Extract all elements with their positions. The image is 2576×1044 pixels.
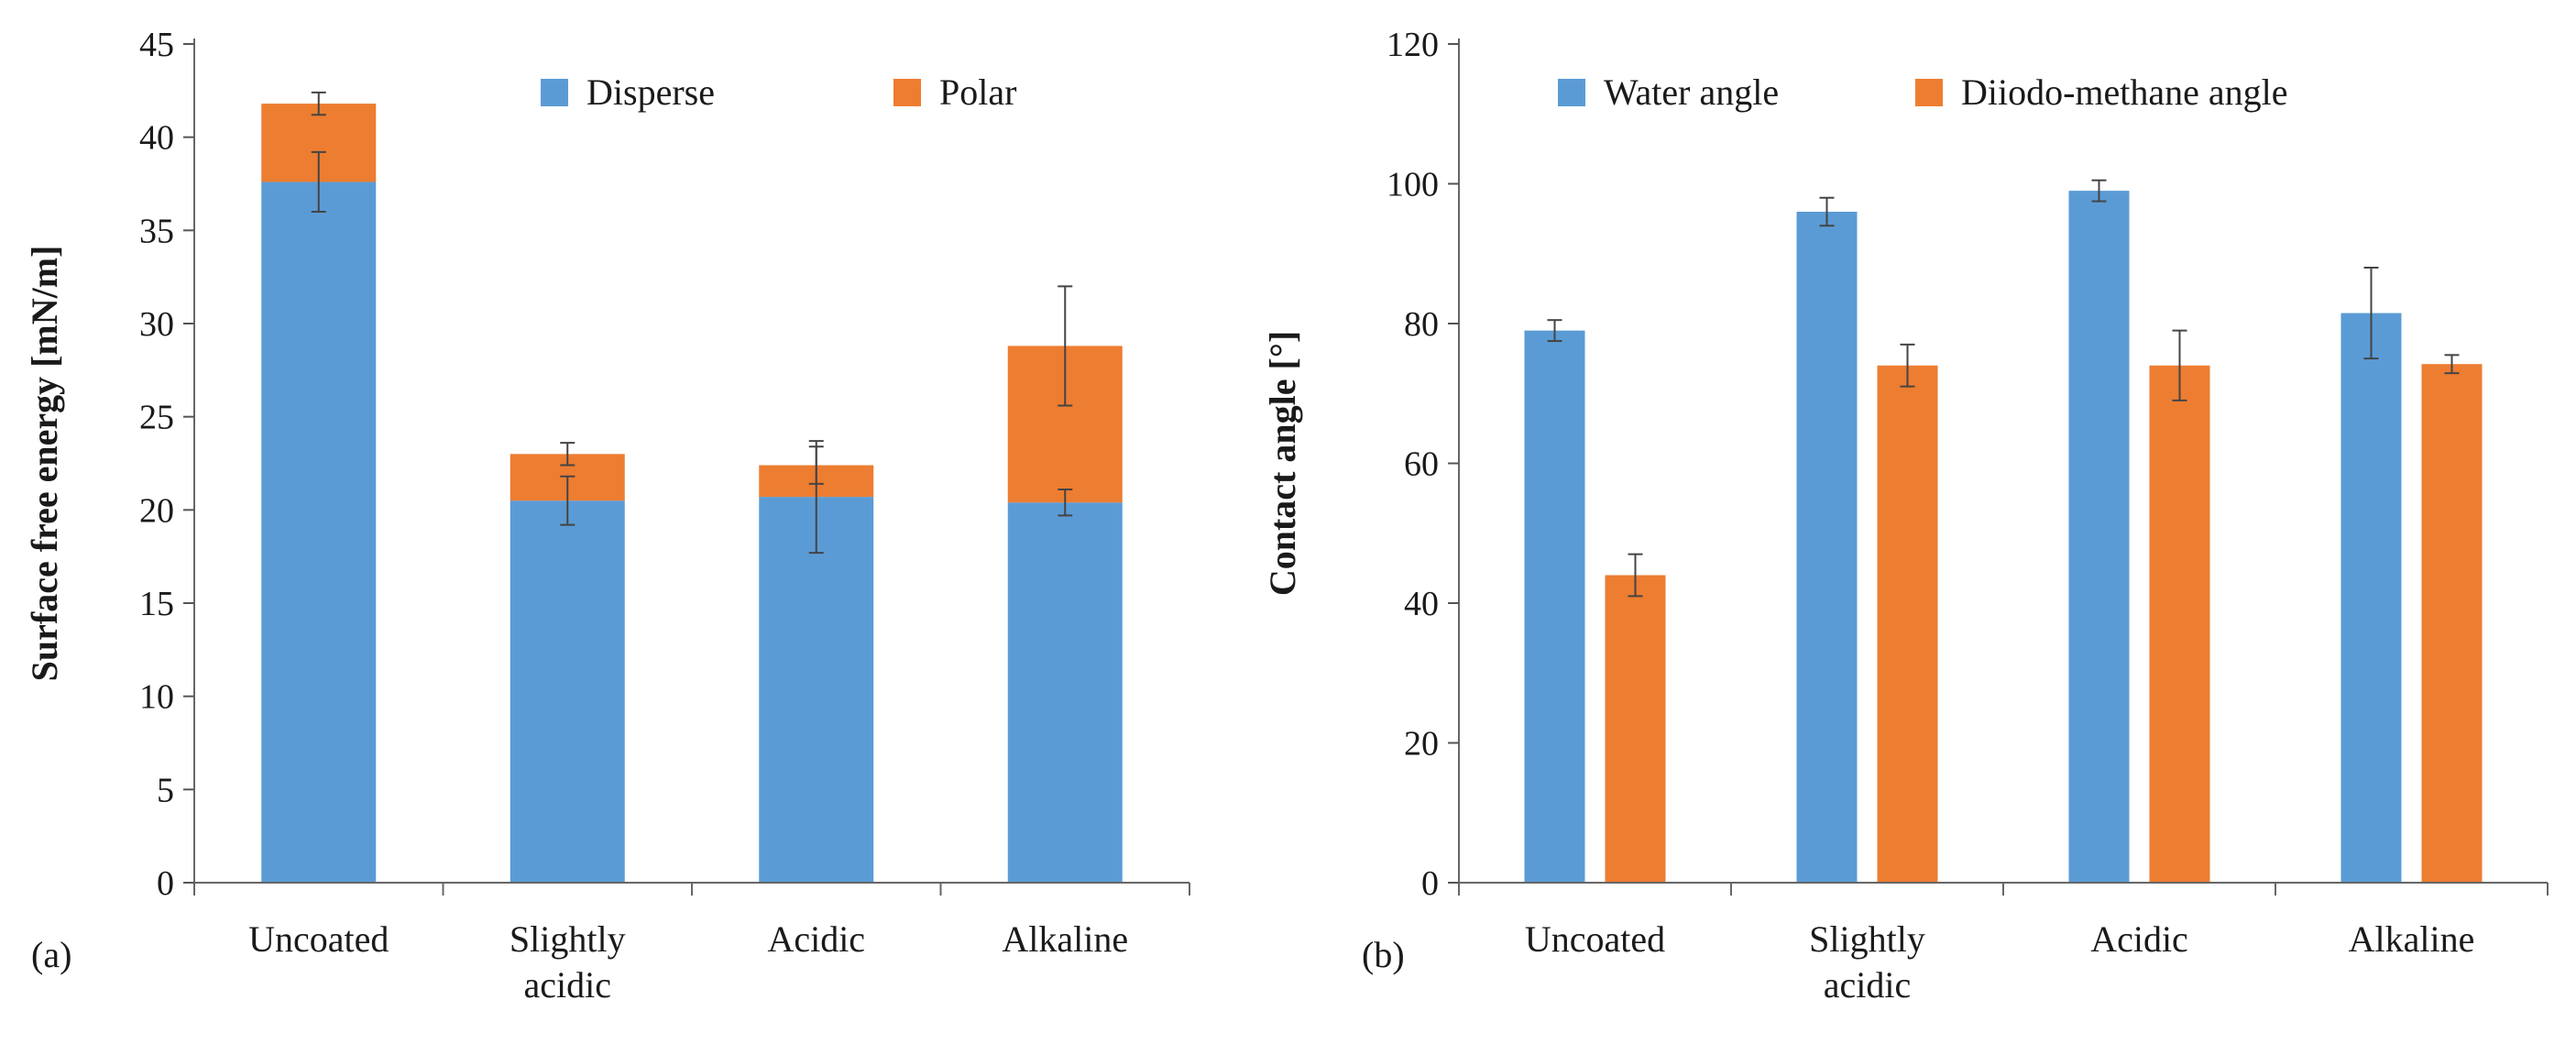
- panel-a-y-ticks: 0 5 10 15 20 25 30 35 40 45: [139, 26, 194, 903]
- bar-diiodo-methane-angle-acidic: [2149, 365, 2210, 883]
- bar-water-angle-uncoated: [1524, 330, 1585, 883]
- bar-water-angle-alkaline: [2340, 313, 2402, 883]
- y-tick-label: 0: [1421, 864, 1439, 903]
- legend-swatch-water-angle: [1558, 79, 1585, 106]
- y-tick-label: 60: [1404, 445, 1439, 484]
- legend-swatch-polar: [893, 79, 921, 106]
- panel-b-error-bars: [1547, 179, 2460, 598]
- panel-b-label: (b): [1362, 934, 1405, 975]
- y-tick-label: 25: [139, 399, 174, 437]
- bar-water-angle-acidic: [2068, 191, 2130, 883]
- y-tick-label: 45: [139, 26, 174, 64]
- panel-b-y-ticks: 0 20 40 60 80 100 120: [1387, 26, 1459, 903]
- y-tick-label: 120: [1387, 26, 1439, 64]
- y-tick-label: 30: [139, 305, 174, 344]
- legend-label-disperse: Disperse: [586, 71, 715, 113]
- y-tick-label: 35: [139, 212, 174, 250]
- panel-b-bars: [1524, 191, 2483, 884]
- bar-diiodo-methane-angle-slightly-acidic: [1877, 365, 1938, 883]
- y-tick-label: 40: [1404, 585, 1439, 623]
- x-tick-label-slightly-acidic: Slightly: [1809, 918, 1925, 960]
- x-tick-label-alkaline: Alkaline: [2349, 918, 2475, 960]
- y-tick-label: 10: [139, 678, 174, 717]
- x-tick-label-uncoated: Uncoated: [248, 918, 389, 960]
- legend-label-diiodomethane-angle: Diiodo-methane angle: [1961, 71, 2288, 113]
- panel-b-legend: Water angle Diiodo-methane angle: [1558, 71, 2288, 113]
- y-tick-label: 100: [1387, 166, 1439, 204]
- bar-diiodo-methane-angle-uncoated: [1605, 575, 1666, 883]
- bar-disperse-acidic: [759, 497, 874, 883]
- panel-a-error-bars: [311, 91, 1073, 555]
- bar-disperse-uncoated: [261, 181, 377, 883]
- x-tick-label-slightly-acidic: Slightly: [510, 918, 626, 960]
- panel-a-legend: Disperse Polar: [541, 71, 1016, 113]
- x-tick-label-acidic: Acidic: [2090, 918, 2188, 960]
- y-tick-label: 40: [139, 119, 174, 158]
- panel-a-y-axis-title: Surface free energy [mN/m]: [24, 246, 65, 682]
- x-tick-label-acidic: Acidic: [767, 918, 865, 960]
- legend-swatch-disperse: [541, 79, 568, 106]
- panel-b-y-axis-title: Contact angle [°]: [1262, 331, 1303, 596]
- chart-panel-a: 0 5 10 15 20 25 30 35 40 45 Uncoated Slightlyacidi…: [24, 26, 1190, 1006]
- x-tick-label-slightly-acidic: acidic: [1824, 964, 1912, 1006]
- legend-label-water-angle: Water angle: [1604, 71, 1779, 113]
- panel-a-label: (a): [31, 934, 71, 975]
- y-tick-label: 0: [157, 864, 174, 903]
- x-tick-label-uncoated: Uncoated: [1525, 918, 1665, 960]
- legend-swatch-diiodomethane-angle: [1915, 79, 1943, 106]
- bar-water-angle-slightly-acidic: [1796, 212, 1858, 883]
- panel-a-axes: [193, 38, 1190, 896]
- y-tick-label: 80: [1404, 305, 1439, 344]
- y-tick-label: 15: [139, 585, 174, 623]
- x-tick-label-slightly-acidic: acidic: [524, 964, 612, 1006]
- y-tick-label: 20: [1404, 725, 1439, 764]
- bar-disperse-alkaline: [1007, 502, 1123, 883]
- bar-disperse-slightly-acidic: [510, 500, 625, 883]
- panel-a-bars: [261, 104, 1123, 883]
- y-tick-label: 5: [157, 771, 174, 809]
- x-tick-label-alkaline: Alkaline: [1002, 918, 1128, 960]
- y-tick-label: 20: [139, 491, 174, 530]
- legend-label-polar: Polar: [939, 71, 1016, 113]
- bar-diiodo-methane-angle-alkaline: [2421, 364, 2483, 884]
